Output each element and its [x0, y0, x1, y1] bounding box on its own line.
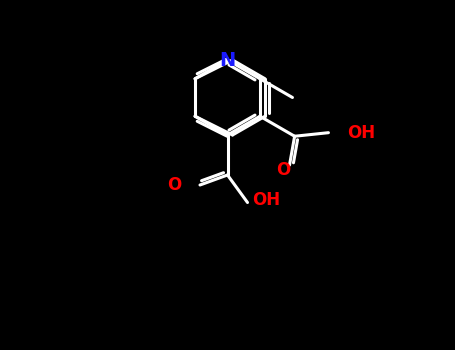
Text: OH: OH [253, 191, 281, 209]
Text: O: O [276, 161, 291, 179]
Text: O: O [167, 176, 181, 194]
Text: N: N [219, 50, 236, 70]
Text: OH: OH [348, 124, 375, 142]
